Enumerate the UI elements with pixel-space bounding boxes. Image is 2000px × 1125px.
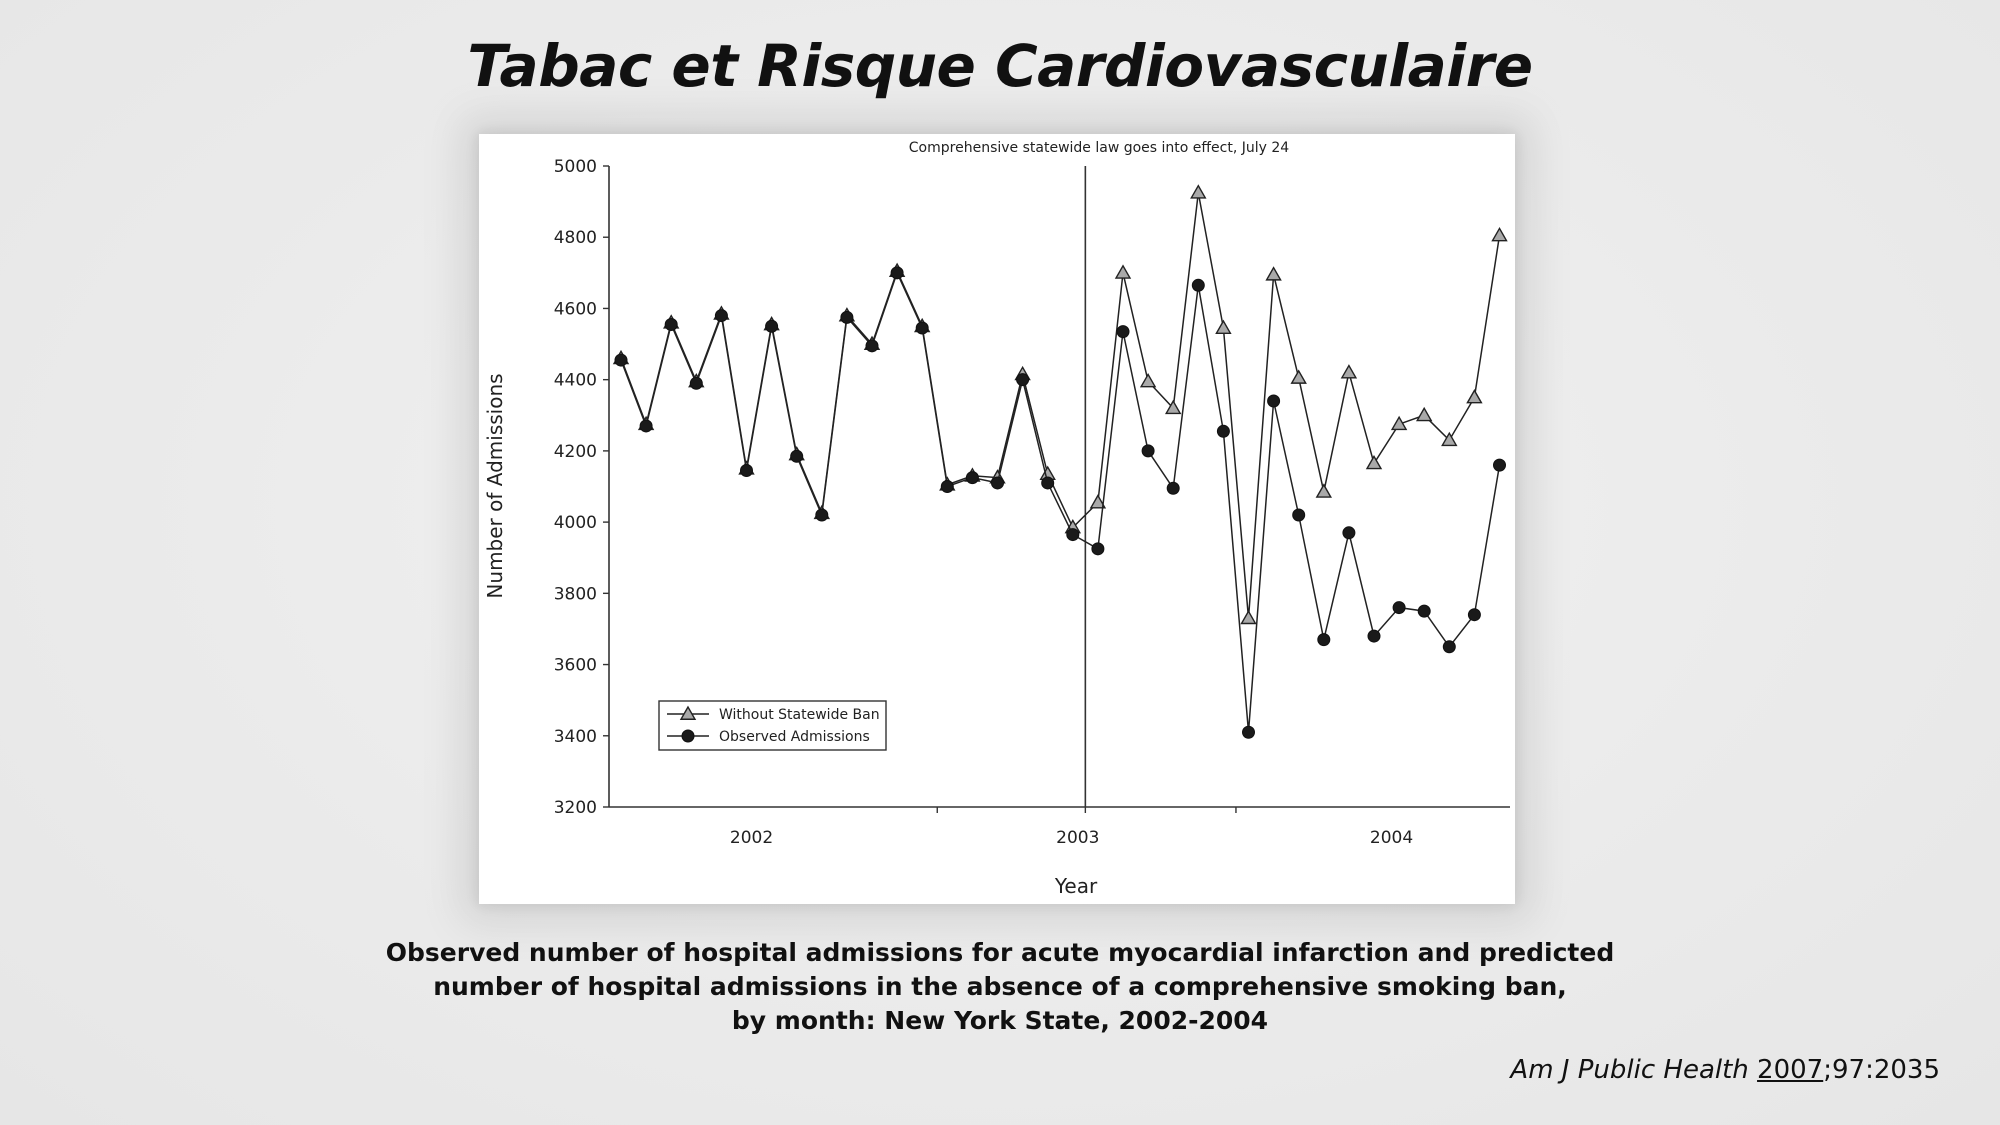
circle-point	[689, 376, 703, 390]
triangle-point	[1491, 227, 1508, 242]
triangle-point	[1265, 266, 1282, 281]
triangle-point	[1290, 369, 1307, 384]
y-tick-label: 3400	[554, 727, 597, 747]
chart-card: 3200 3400 3600 3800 4000 4200 4400 4600 4800 5000…	[479, 134, 1515, 904]
series-line	[620, 192, 1501, 619]
circle-point	[1242, 725, 1255, 739]
circle-point	[765, 319, 779, 333]
circle-point	[915, 321, 929, 335]
circle-point	[1091, 542, 1105, 556]
circle-point	[815, 508, 829, 522]
circle-point	[1342, 526, 1356, 540]
triangle-point	[1340, 364, 1358, 379]
citation-volume: ;97:2035	[1823, 1055, 1940, 1085]
x-tick-label: 2004	[1370, 828, 1413, 848]
circle-point	[965, 471, 979, 485]
triangle-point	[1164, 399, 1182, 415]
circle-point	[1141, 444, 1155, 458]
y-tick-label: 5000	[554, 157, 597, 177]
chart-axes	[608, 166, 1510, 808]
line-chart: 3200 3400 3600 3800 4000 4200 4400 4600 4800 5000…	[483, 140, 1510, 898]
triangle-point	[1190, 184, 1207, 199]
circle-point	[991, 476, 1004, 490]
y-tick-label: 4000	[554, 513, 597, 533]
circle-point	[1493, 458, 1506, 472]
legend-triangle-marker	[679, 705, 697, 720]
circle-point	[1367, 629, 1381, 643]
circle-point	[840, 310, 854, 324]
circle-point	[1467, 608, 1481, 622]
y-tick-label: 3200	[554, 798, 597, 818]
chart-legend: Without Statewide Ban Observed Admissions	[658, 700, 887, 751]
triangle-point	[1315, 483, 1333, 498]
y-tick-label: 4800	[554, 228, 597, 248]
triangle-point	[1139, 373, 1157, 388]
citation-journal: Am J Public Health	[1510, 1055, 1749, 1085]
slide-title: Tabac et Risque Cardiovasculaire	[467, 32, 1533, 100]
circle-point	[790, 449, 804, 463]
x-tick-label: 2003	[1056, 828, 1099, 848]
triangle-point	[1114, 264, 1132, 279]
triangle-point	[1240, 609, 1257, 625]
series-observed	[614, 266, 1506, 739]
legend-label: Without Statewide Ban	[719, 707, 880, 723]
y-tick-label: 4600	[554, 299, 597, 319]
legend-label: Observed Admissions	[719, 729, 870, 745]
circle-point	[1066, 528, 1080, 542]
triangle-point	[1390, 415, 1408, 431]
legend-item: Without Statewide Ban	[667, 705, 880, 723]
circle-point	[1317, 633, 1331, 647]
triangle-point	[1089, 494, 1107, 509]
citation: Am J Public Health 2007;97:2035	[1510, 1055, 1940, 1085]
caption-line: number of hospital admissions in the abs…	[433, 972, 1567, 1001]
triangle-point	[1365, 454, 1383, 470]
triangle-point	[1466, 389, 1483, 404]
circle-point	[865, 339, 879, 353]
circle-point	[740, 463, 753, 477]
circle-point	[1267, 394, 1281, 408]
figure-caption: Observed number of hospital admissions f…	[300, 936, 1700, 1038]
y-tick-label: 4200	[554, 442, 597, 462]
citation-year[interactable]: 2007	[1757, 1055, 1824, 1085]
x-ticks: 2002 2003 2004	[730, 807, 1413, 848]
circle-point	[639, 419, 653, 433]
series-layer	[612, 184, 1508, 739]
triangle-point	[1415, 406, 1433, 422]
circle-point	[1392, 601, 1406, 615]
series-line	[620, 270, 1501, 733]
caption-line: by month: New York State, 2002-2004	[731, 1006, 1269, 1035]
x-tick-label: 2002	[730, 828, 773, 848]
y-ticks: 3200 3400 3600 3800 4000 4200 4400 4600 4800 5000	[554, 157, 609, 818]
circle-point	[664, 317, 678, 331]
legend-item: Observed Admissions	[667, 729, 870, 745]
legend-circle-marker	[681, 729, 695, 743]
event-annotation: Comprehensive statewide law goes into ef…	[909, 140, 1290, 156]
y-axis-label: Number of Admissions	[483, 373, 507, 598]
series-without-ban	[612, 184, 1508, 625]
circle-point	[1417, 604, 1431, 618]
circle-point	[714, 309, 728, 323]
legend-box	[658, 700, 887, 751]
y-tick-label: 3800	[554, 584, 597, 604]
triangle-point	[1441, 431, 1458, 447]
circle-point	[1166, 481, 1180, 495]
circle-point	[1216, 424, 1230, 438]
circle-point	[1292, 508, 1306, 522]
y-tick-label: 4400	[554, 371, 597, 391]
circle-point	[1191, 278, 1205, 292]
circle-point	[1442, 640, 1456, 654]
x-axis-label: Year	[1054, 874, 1098, 898]
caption-line: Observed number of hospital admissions f…	[385, 938, 1615, 967]
circle-point	[1041, 476, 1055, 490]
circle-point	[890, 266, 904, 280]
triangle-point	[1215, 319, 1232, 334]
circle-point	[1016, 373, 1030, 387]
y-tick-label: 3600	[554, 656, 597, 676]
circle-point	[1116, 325, 1130, 339]
circle-point	[940, 480, 954, 493]
circle-point	[614, 353, 628, 367]
